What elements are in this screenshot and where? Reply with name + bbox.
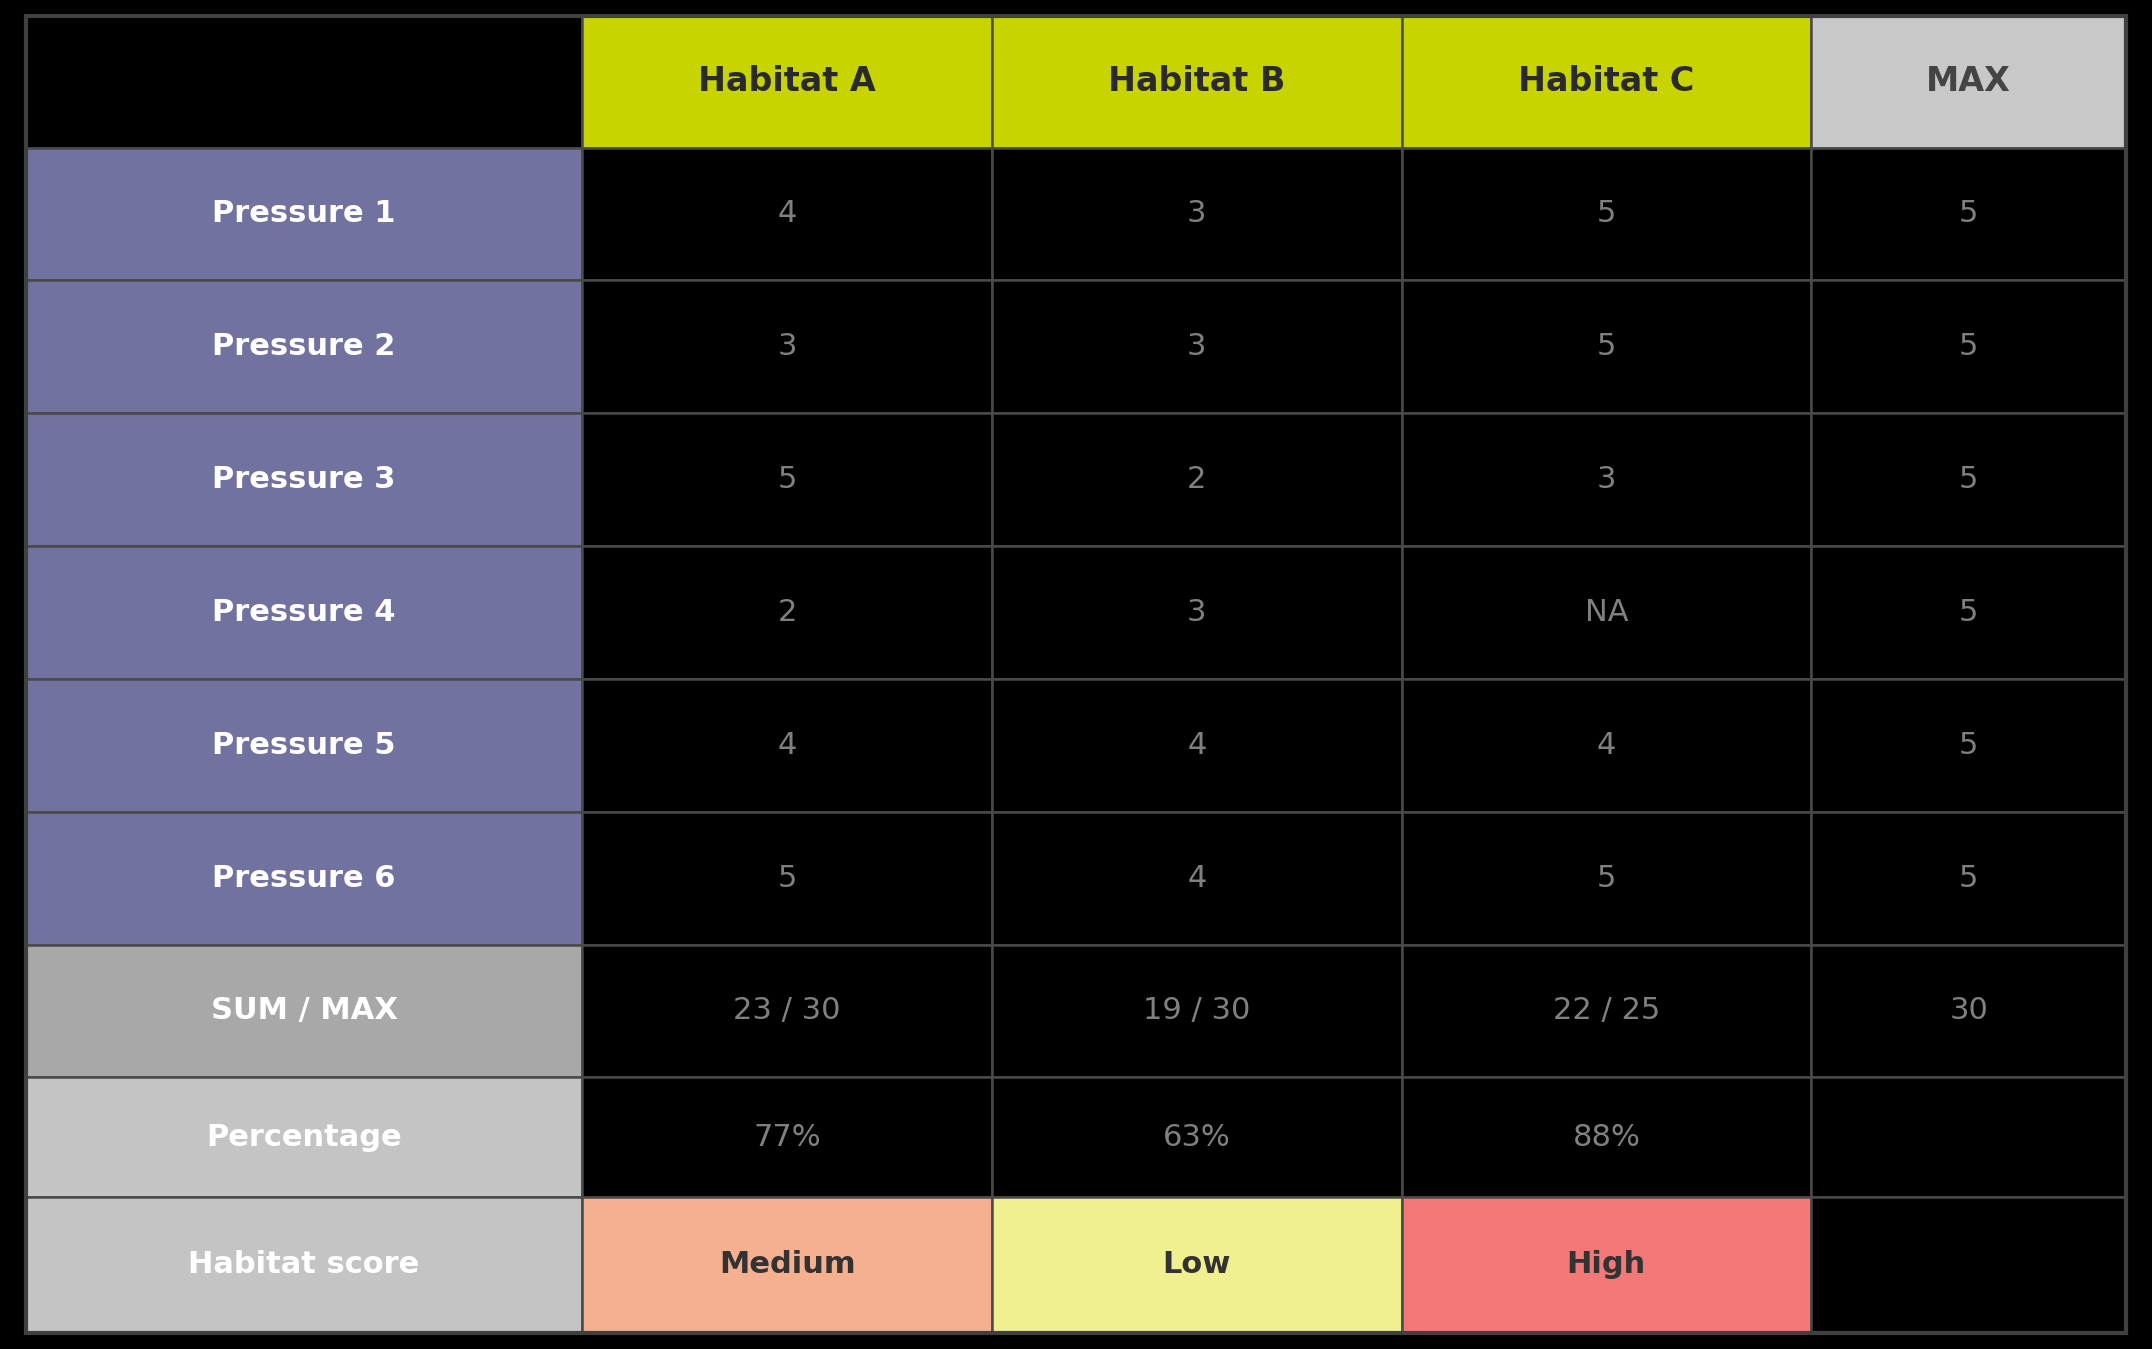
Text: 3: 3 (1597, 465, 1616, 494)
Text: 77%: 77% (753, 1122, 822, 1152)
Bar (1812, 944, 2126, 1078)
Text: 5: 5 (1958, 200, 1978, 228)
Bar (26, 546, 583, 679)
Bar (583, 281, 992, 413)
Bar (992, 944, 1401, 1078)
Text: 4: 4 (1188, 863, 1207, 893)
Bar (1812, 812, 2126, 944)
Text: 5: 5 (1958, 598, 1978, 627)
Text: 88%: 88% (1573, 1122, 1640, 1152)
Text: 23 / 30: 23 / 30 (734, 997, 841, 1025)
Text: 5: 5 (1958, 332, 1978, 362)
Bar (26, 147, 583, 281)
Bar (1401, 1078, 1812, 1197)
Bar (583, 1078, 992, 1197)
Bar (1401, 944, 1812, 1078)
Bar (992, 413, 1401, 546)
Text: MAX: MAX (1926, 65, 2012, 98)
Text: 3: 3 (1188, 332, 1207, 362)
Text: Pressure 1: Pressure 1 (213, 200, 396, 228)
Bar (1401, 16, 1812, 147)
Text: 5: 5 (777, 465, 796, 494)
Text: Pressure 4: Pressure 4 (213, 598, 396, 627)
Bar (1812, 147, 2126, 281)
Text: Pressure 2: Pressure 2 (213, 332, 396, 362)
Text: 5: 5 (1958, 465, 1978, 494)
Bar (1812, 413, 2126, 546)
Bar (1812, 1078, 2126, 1197)
Text: Pressure 3: Pressure 3 (213, 465, 396, 494)
Bar (26, 1197, 583, 1333)
Text: 4: 4 (1597, 731, 1616, 759)
Bar (26, 812, 583, 944)
Bar (26, 413, 583, 546)
Bar (1401, 1197, 1812, 1333)
Text: Habitat B: Habitat B (1108, 65, 1285, 98)
Text: 19 / 30: 19 / 30 (1143, 997, 1250, 1025)
Text: High: High (1567, 1251, 1646, 1279)
Bar (992, 679, 1401, 812)
Text: Low: Low (1162, 1251, 1231, 1279)
Text: 5: 5 (1597, 863, 1616, 893)
Text: 2: 2 (1188, 465, 1207, 494)
Bar (1401, 679, 1812, 812)
Bar (1812, 546, 2126, 679)
Bar (26, 1078, 583, 1197)
Text: 22 / 25: 22 / 25 (1554, 997, 1659, 1025)
Bar (583, 944, 992, 1078)
Bar (583, 679, 992, 812)
Text: Percentage: Percentage (207, 1122, 402, 1152)
Text: SUM / MAX: SUM / MAX (211, 997, 398, 1025)
Text: 5: 5 (1958, 863, 1978, 893)
Bar (26, 281, 583, 413)
Bar (583, 147, 992, 281)
Bar (583, 546, 992, 679)
Bar (26, 944, 583, 1078)
Bar (992, 147, 1401, 281)
Bar (992, 546, 1401, 679)
Bar (1812, 281, 2126, 413)
Bar (1812, 16, 2126, 147)
Text: 4: 4 (777, 200, 796, 228)
Bar (1401, 413, 1812, 546)
Text: NA: NA (1584, 598, 1629, 627)
Text: Habitat score: Habitat score (189, 1251, 420, 1279)
Text: 63%: 63% (1162, 1122, 1231, 1152)
Text: 4: 4 (777, 731, 796, 759)
Text: 2: 2 (777, 598, 796, 627)
Bar (583, 1197, 992, 1333)
Bar (1812, 1197, 2126, 1333)
Bar (583, 16, 992, 147)
Text: Medium: Medium (719, 1251, 856, 1279)
Text: 5: 5 (1597, 200, 1616, 228)
Bar (992, 812, 1401, 944)
Bar (1812, 679, 2126, 812)
Bar (1401, 812, 1812, 944)
Bar (583, 413, 992, 546)
Text: 3: 3 (1188, 598, 1207, 627)
Bar (26, 16, 583, 147)
Bar (992, 1197, 1401, 1333)
Text: 5: 5 (777, 863, 796, 893)
Text: 5: 5 (1958, 731, 1978, 759)
Text: 4: 4 (1188, 731, 1207, 759)
Bar (1401, 281, 1812, 413)
Bar (583, 812, 992, 944)
Bar (1401, 147, 1812, 281)
Text: 30: 30 (1950, 997, 1988, 1025)
Bar (26, 679, 583, 812)
Bar (992, 16, 1401, 147)
Bar (992, 1078, 1401, 1197)
Text: Pressure 6: Pressure 6 (213, 863, 396, 893)
Bar (992, 281, 1401, 413)
Text: 3: 3 (1188, 200, 1207, 228)
Text: 3: 3 (777, 332, 796, 362)
Bar (1401, 546, 1812, 679)
Text: Habitat A: Habitat A (699, 65, 876, 98)
Text: Pressure 5: Pressure 5 (213, 731, 396, 759)
Text: 5: 5 (1597, 332, 1616, 362)
Text: Habitat C: Habitat C (1517, 65, 1694, 98)
